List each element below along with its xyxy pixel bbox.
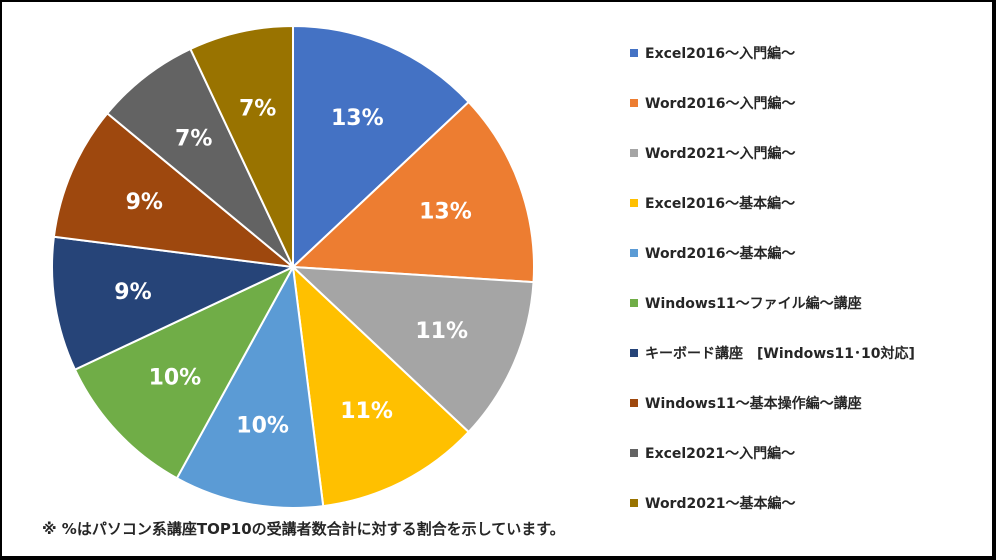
pie-slice (73, 264, 296, 480)
legend-swatch (630, 399, 638, 407)
legend-item: Word2016～入門編～ (630, 78, 915, 128)
pie-slices (51, 24, 535, 509)
legend-item: Excel2021～入門編～ (630, 428, 915, 478)
legend-item: Word2021～入門編～ (630, 128, 915, 178)
legend-item: Windows11～基本操作編～講座 (630, 378, 915, 428)
legend-label: Word2016～基本編～ (645, 246, 796, 262)
legend-label: Windows11～ファイル編～講座 (645, 296, 862, 312)
slice-data-label: 13% (331, 106, 384, 131)
slice-data-label: 7% (175, 126, 212, 151)
legend-label: Word2016～入門編～ (645, 96, 796, 112)
legend-item: Word2016～基本編～ (630, 228, 915, 278)
slice-data-label: 13% (419, 200, 472, 225)
pie-slice (290, 265, 535, 434)
slice-data-label: 10% (149, 365, 202, 390)
legend-label: Excel2021～入門編～ (645, 446, 796, 462)
legend-swatch (630, 199, 638, 207)
pie-slice (51, 235, 297, 371)
legend-swatch (630, 299, 638, 307)
legend-label: キーボード講座 [Windows11･10対応] (645, 346, 915, 362)
chart-legend: Excel2016～入門編～ Word2016～入門編～ Word2021～入門編～… (630, 28, 915, 528)
pie-slice (291, 264, 471, 508)
legend-swatch (630, 449, 638, 457)
legend-swatch (630, 249, 638, 257)
legend-swatch (630, 99, 638, 107)
pie-slice (105, 47, 294, 268)
legend-item: キーボード講座 [Windows11･10対応] (630, 328, 915, 378)
pie-slice (52, 111, 297, 269)
pie-slice (175, 263, 325, 509)
legend-item: Windows11～ファイル編～講座 (630, 278, 915, 328)
pie-slice (292, 24, 471, 270)
slice-data-label: 9% (114, 280, 151, 305)
slice-data-label: 11% (415, 319, 468, 344)
legend-item: Word2021～基本編～ (630, 478, 915, 528)
legend-label: Word2021～入門編～ (645, 146, 796, 162)
legend-label: Excel2016～入門編～ (645, 46, 796, 62)
legend-label: Excel2016～基本編～ (645, 196, 796, 212)
legend-swatch (630, 149, 638, 157)
pie-slice (290, 100, 535, 284)
legend-label: Word2021～基本編～ (645, 496, 796, 512)
pie-data-labels: 13% 13% 11% 11% 10% 10% 9% 9% 7% 7% (114, 96, 471, 438)
legend-item: Excel2016～入門編～ (630, 28, 915, 78)
slice-data-label: 11% (340, 399, 393, 424)
legend-swatch (630, 349, 638, 357)
slice-data-label: 10% (236, 414, 289, 439)
pie-slice (189, 24, 294, 268)
slice-data-label: 7% (239, 96, 276, 121)
legend-swatch (630, 499, 638, 507)
chart-footnote: ※ %はパソコン系講座TOP10の受講者数合計に対する割合を示しています。 (42, 520, 565, 538)
slice-data-label: 9% (126, 190, 163, 215)
legend-item: Excel2016～基本編～ (630, 178, 915, 228)
pie-chart: 13% 13% 11% 11% 10% 10% 9% 9% 7% 7% (51, 24, 535, 509)
legend-label: Windows11～基本操作編～講座 (645, 396, 862, 412)
legend-swatch (630, 49, 638, 57)
